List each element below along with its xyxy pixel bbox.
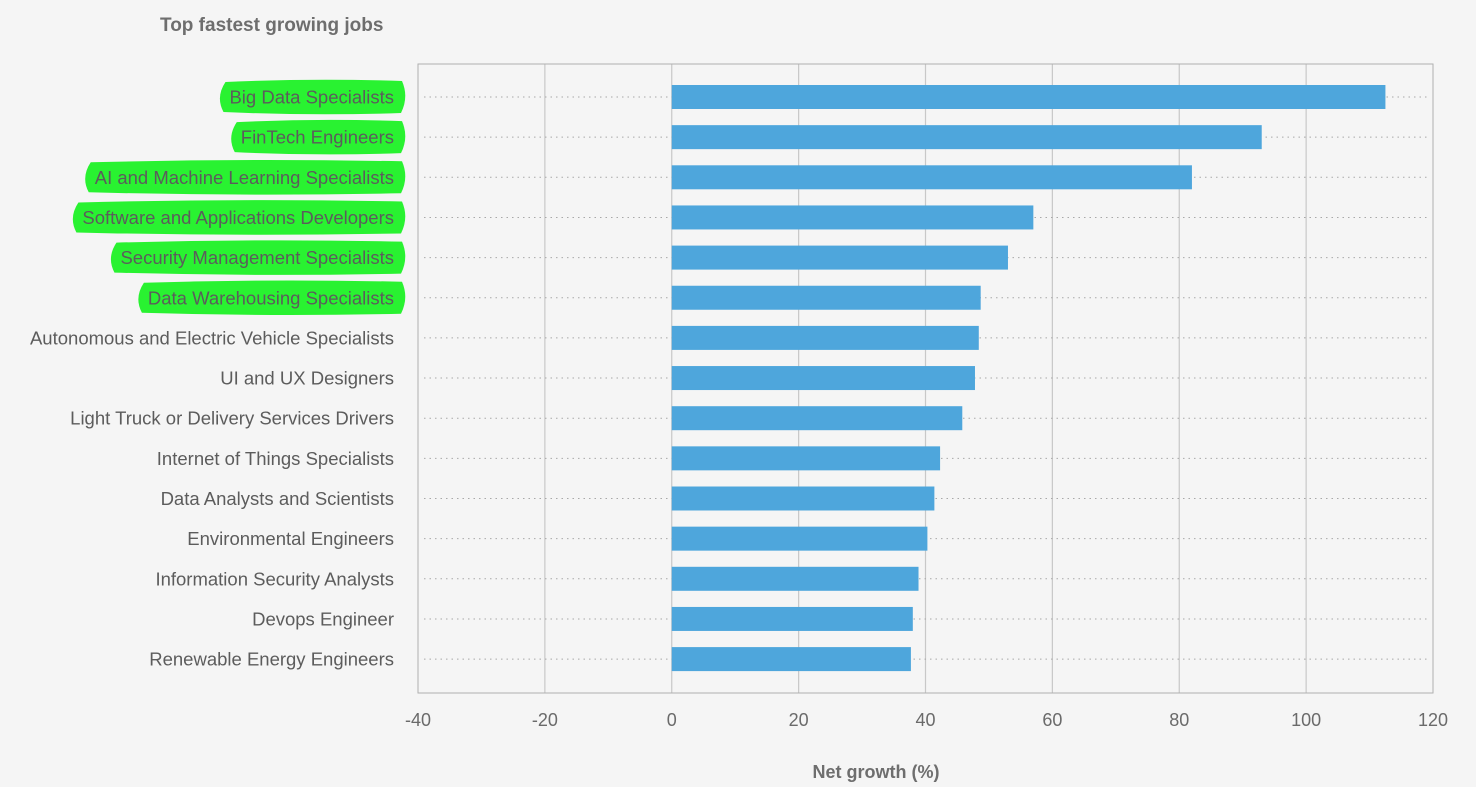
category-label: Light Truck or Delivery Services Drivers — [70, 408, 394, 429]
highlight-mark — [138, 280, 406, 316]
bar — [671, 205, 1034, 230]
bar — [671, 446, 941, 471]
x-tick-label: 20 — [789, 710, 809, 730]
category-label: Data Analysts and Scientists — [161, 488, 394, 509]
bar — [671, 566, 919, 591]
x-tick-label: 100 — [1291, 710, 1321, 730]
x-axis-label: Net growth (%) — [813, 762, 940, 782]
category-label: UI and UX Designers — [220, 368, 394, 389]
bar — [671, 366, 975, 391]
category-label: Software and Applications Developers — [82, 207, 394, 228]
category-label: Big Data Specialists — [229, 87, 394, 108]
bar — [671, 85, 1386, 109]
bar — [671, 486, 935, 511]
category-label: AI and Machine Learning Specialists — [95, 167, 394, 188]
bar — [671, 526, 928, 551]
tick-labels-layer: -40 -20 0 20 40 60 80 100 120 — [405, 710, 1448, 730]
highlight-mark — [85, 160, 406, 195]
bar — [671, 406, 963, 431]
category-label: Security Management Specialists — [120, 247, 394, 268]
plot-frame — [417, 63, 1434, 694]
x-tick-label: 40 — [915, 710, 935, 730]
bar — [671, 245, 1008, 270]
category-label: Information Security Analysts — [155, 568, 394, 589]
x-tick-label: -40 — [405, 710, 431, 730]
highlight-mark — [219, 79, 406, 115]
category-label: Autonomous and Electric Vehicle Speciali… — [30, 327, 394, 348]
highlight-mark — [72, 200, 406, 235]
bar — [671, 285, 981, 310]
bar — [671, 165, 1192, 190]
bar — [671, 125, 1262, 150]
chart-title: Top fastest growing jobs — [160, 15, 383, 36]
highlight-mark — [231, 119, 406, 155]
x-tick-label: 80 — [1169, 710, 1189, 730]
x-tick-label: 120 — [1418, 710, 1448, 730]
bar — [671, 647, 911, 672]
category-label: Environmental Engineers — [187, 528, 394, 549]
category-label: Devops Engineer — [252, 608, 394, 629]
x-tick-label: 60 — [1042, 710, 1062, 730]
category-label: FinTech Engineers — [241, 127, 394, 148]
category-labels-layer: Big Data Specialists FinTech Engineers AI … — [30, 87, 394, 670]
x-tick-label: 0 — [667, 710, 677, 730]
highlight-layer — [72, 79, 406, 316]
bar — [671, 606, 913, 631]
category-label: Renewable Energy Engineers — [149, 649, 394, 670]
x-tick-label: -20 — [532, 710, 558, 730]
category-label: Internet of Things Specialists — [157, 448, 394, 469]
category-label: Data Warehousing Specialists — [148, 287, 394, 308]
bar — [671, 325, 979, 350]
highlight-mark — [110, 240, 406, 275]
bars-layer — [671, 85, 1386, 672]
